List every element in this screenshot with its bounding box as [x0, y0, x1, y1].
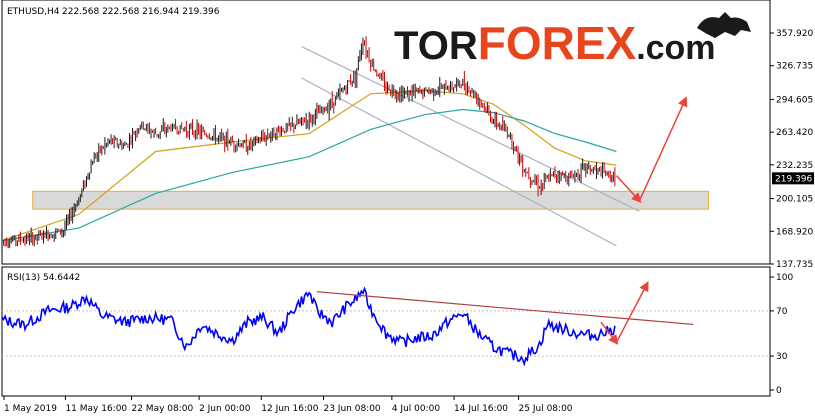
price-panel: ETHUSD,H4 222.568 222.568 216.944 219.39…	[1, 0, 771, 265]
time-tick-label: 1 May 2019	[4, 404, 57, 414]
moving-average-line	[1, 108, 617, 242]
rsi-panel-frame	[1, 266, 771, 397]
scenario-arrow-layer	[615, 96, 688, 203]
price-tick-label: 263.420	[776, 128, 813, 138]
current-price-tag: 219.396	[772, 172, 814, 185]
price-tick-label: 294.605	[776, 95, 813, 105]
rsi-title: RSI(13) 54.6442	[7, 273, 80, 283]
time-axis: 1 May 2019 11 May 16:00 22 May 08:00 2 Jun …	[3, 396, 573, 414]
time-tick-label: 2 Jun 00:00	[199, 404, 251, 414]
rsi-tick-label: 70	[776, 307, 788, 317]
rsi-axis: 100 70 30 0	[770, 273, 793, 396]
rsi-trendline-layer	[316, 291, 694, 326]
channel-layer	[301, 46, 640, 247]
symbol-label: ETHUSD,H4	[7, 7, 60, 17]
time-tick-label: 22 May 08:00	[131, 404, 193, 414]
time-tick-label: 25 Jul 08:00	[519, 404, 573, 414]
bull-bear-logo	[697, 12, 751, 38]
current-price-label: 219.396	[775, 174, 812, 184]
time-tick-label: 14 Jul 16:00	[454, 404, 508, 414]
rsi-scenario-arrow	[600, 321, 619, 345]
rsi-trendline	[316, 291, 694, 326]
rsi-tick-label: 30	[776, 352, 788, 362]
time-tick-label: 11 May 16:00	[65, 404, 127, 414]
channel-upper-line	[301, 46, 640, 212]
support-zone-layer	[32, 190, 710, 210]
rsi-level-lines	[2, 310, 770, 357]
rsi-tick-label: 100	[776, 273, 793, 283]
watermark-com: .com	[636, 29, 715, 67]
rsi-panel: RSI(13) 54.6442	[1, 266, 771, 397]
watermark-text: TORFOREX.com	[394, 17, 716, 69]
price-tick-label: 357.920	[776, 29, 813, 39]
scenario-arrow	[615, 175, 642, 203]
price-tick-label: 200.105	[776, 195, 813, 205]
rsi-tick-label: 0	[776, 386, 782, 396]
current-price-box	[772, 172, 814, 185]
support-zone	[32, 190, 710, 210]
price-tick-label: 168.920	[776, 227, 813, 237]
rsi-scenario-arrow	[615, 281, 649, 343]
rsi-line-layer	[1, 286, 616, 367]
watermark-logo: TORFOREX.com	[394, 12, 751, 69]
rsi-line	[1, 286, 616, 367]
time-tick-label: 23 Jun 08:00	[323, 404, 380, 414]
channel-lower-line	[301, 77, 617, 247]
price-axis: 357.920 326.735 294.605 263.420 232.235 200.1…	[770, 29, 813, 270]
time-tick-label: 12 Jun 16:00	[261, 404, 318, 414]
scenario-arrow	[638, 96, 688, 202]
ohlc-label: 222.568 222.568 216.944 219.396	[62, 7, 220, 17]
candles-layer	[1, 36, 616, 249]
price-tick-label: 137.735	[776, 260, 813, 270]
price-tick-label: 232.235	[776, 161, 813, 171]
price-panel-frame	[1, 0, 771, 265]
price-tick-label: 326.735	[776, 62, 813, 72]
rsi-arrow-layer	[600, 281, 649, 345]
watermark-tor: TOR	[394, 24, 478, 68]
watermark-forex: FOREX	[478, 17, 637, 69]
time-tick-label: 4 Jul 00:00	[392, 404, 441, 414]
